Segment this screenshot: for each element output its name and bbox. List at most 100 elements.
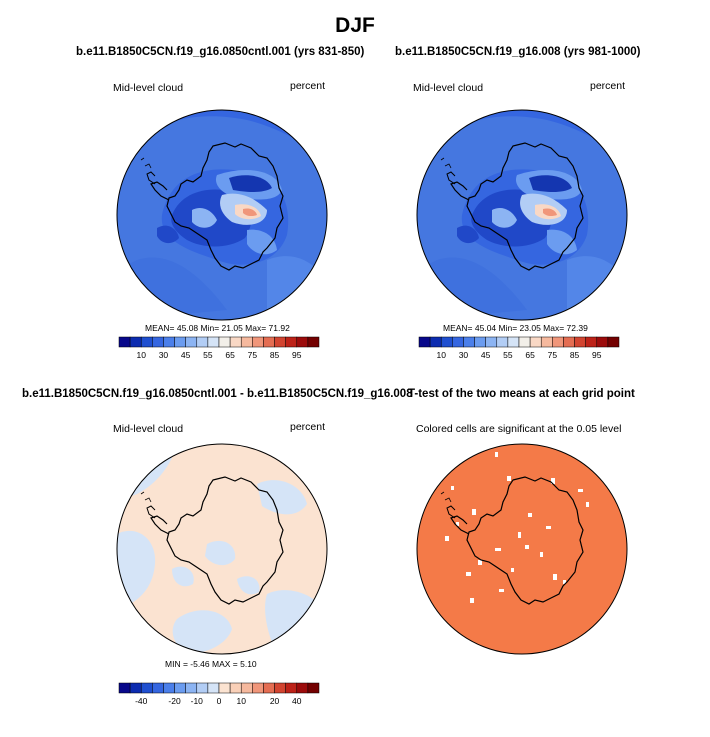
colorbar-swatch [507, 336, 520, 348]
map-bottom-right [417, 444, 627, 654]
colorbar-swatch [307, 336, 320, 348]
colorbar-tick-label: 85 [570, 350, 580, 360]
colorbar-swatch [218, 682, 231, 694]
colorbar-swatch [540, 336, 553, 348]
colorbar-swatch [463, 336, 475, 348]
colorbar-swatch [174, 336, 186, 348]
stats-bottom-left: MIN = -5.46 MAX = 5.10 [165, 659, 257, 669]
colorbar-swatch [285, 336, 298, 348]
colorbar-top-left: 10 30 45 55 65 75 85 95 [118, 336, 320, 360]
colorbar-tick-label: -40 [135, 696, 148, 706]
colorbar-swatch [252, 682, 264, 694]
panel-title-bottom-right: T-test of the two means at each grid poi… [408, 388, 635, 400]
colorbar-swatch [474, 336, 486, 348]
colorbar-swatch [263, 682, 275, 694]
colorbar-tick-label: 40 [292, 696, 302, 706]
stats-top-right: MEAN= 45.04 Min= 23.05 Max= 72.39 [443, 323, 588, 333]
map-top-left [117, 110, 327, 320]
colorbar-swatch [129, 336, 142, 348]
colorbar-swatch [207, 336, 220, 348]
variable-label-top-left: Mid-level cloud [113, 82, 184, 94]
colorbar-swatch [196, 682, 209, 694]
colorbar-swatch [140, 682, 153, 694]
colorbar-swatch [252, 336, 264, 348]
units-label-bottom-left: percent [290, 421, 326, 433]
colorbar-swatch [585, 336, 598, 348]
colorbar-tick-label: 0 [217, 696, 222, 706]
map-top-right [417, 110, 627, 320]
colorbar-tick-label: 75 [248, 350, 258, 360]
nonsignificant-cells [445, 452, 589, 603]
colorbar-tick-label: 30 [459, 350, 469, 360]
colorbar-swatch [274, 682, 286, 694]
colorbar-tick-label: 75 [548, 350, 558, 360]
colorbar-swatch [596, 336, 609, 348]
colorbar-swatch [163, 682, 175, 694]
colorbar-swatch [185, 682, 198, 694]
colorbar-swatch [240, 682, 253, 694]
panel-title-top-left: b.e11.B1850C5CN.f19_g16.0850cntl.001 (yr… [76, 46, 365, 58]
colorbar-swatch [118, 336, 131, 348]
colorbar-swatch [229, 682, 242, 694]
colorbar-tick-label: 95 [592, 350, 602, 360]
figure-title: DJF [335, 14, 375, 37]
colorbar-tick-label: -20 [168, 696, 181, 706]
colorbar-swatch [418, 336, 431, 348]
colorbar-swatch [285, 682, 298, 694]
units-label-top-left: percent [290, 80, 326, 92]
colorbar-swatch [163, 336, 175, 348]
stats-top-left: MEAN= 45.08 Min= 21.05 Max= 71.92 [145, 323, 290, 333]
colorbar-swatch [240, 336, 253, 348]
colorbar-tick-label: 10 [136, 350, 146, 360]
variable-label-top-right: Mid-level cloud [413, 82, 484, 94]
colorbar-tick-label: -10 [191, 696, 204, 706]
colorbar-swatch [496, 336, 509, 348]
colorbar-swatch [574, 336, 586, 348]
colorbar-tick-label: 65 [525, 350, 535, 360]
colorbar-swatch [485, 336, 498, 348]
colorbar-tick-label: 55 [503, 350, 513, 360]
colorbar-tick-label: 45 [181, 350, 191, 360]
colorbar-swatch [152, 682, 164, 694]
colorbar-swatch [296, 682, 309, 694]
panel-title-bottom-left: b.e11.B1850C5CN.f19_g16.0850cntl.001 - b… [22, 388, 413, 400]
colorbar-swatch [529, 336, 542, 348]
colorbar-swatch [440, 336, 453, 348]
colorbar-swatch [607, 336, 620, 348]
colorbar-swatch [263, 336, 275, 348]
colorbar-tick-label: 10 [236, 696, 246, 706]
colorbar-tick-label: 95 [292, 350, 302, 360]
colorbar-tick-label: 30 [159, 350, 169, 360]
colorbar-swatch [207, 682, 220, 694]
colorbar-swatch [518, 336, 531, 348]
colorbar-swatch [118, 682, 131, 694]
colorbar-swatch [307, 682, 320, 694]
colorbar-swatch [218, 336, 231, 348]
map-bottom-left [117, 444, 327, 654]
colorbar-tick-label: 65 [225, 350, 235, 360]
colorbar-swatch [296, 336, 309, 348]
colorbar-swatch [229, 336, 242, 348]
colorbar-tick-label: 85 [270, 350, 280, 360]
colorbar-bottom-left: -40 -20 -10 0 10 20 40 [118, 682, 320, 706]
variable-label-bottom-left: Mid-level cloud [113, 423, 184, 435]
colorbar-swatch [452, 336, 464, 348]
colorbar-swatch [185, 336, 198, 348]
colorbar-top-right: 10 30 45 55 65 75 85 95 [418, 336, 620, 360]
colorbar-tick-label: 55 [203, 350, 213, 360]
colorbar-swatch [129, 682, 142, 694]
colorbar-tick-label: 10 [436, 350, 446, 360]
colorbar-swatch [563, 336, 575, 348]
colorbar-swatch [152, 336, 164, 348]
colorbar-tick-label: 45 [481, 350, 491, 360]
panel-title-top-right: b.e11.B1850C5CN.f19_g16.008 (yrs 981-100… [395, 46, 641, 58]
colorbar-swatch [196, 336, 209, 348]
significance-label: Colored cells are significant at the 0.0… [416, 423, 622, 435]
colorbar-swatch [140, 336, 153, 348]
colorbar-swatch [552, 336, 564, 348]
colorbar-tick-label: 20 [270, 696, 280, 706]
colorbar-swatch [174, 682, 186, 694]
colorbar-swatch [429, 336, 442, 348]
colorbar-swatch [274, 336, 286, 348]
